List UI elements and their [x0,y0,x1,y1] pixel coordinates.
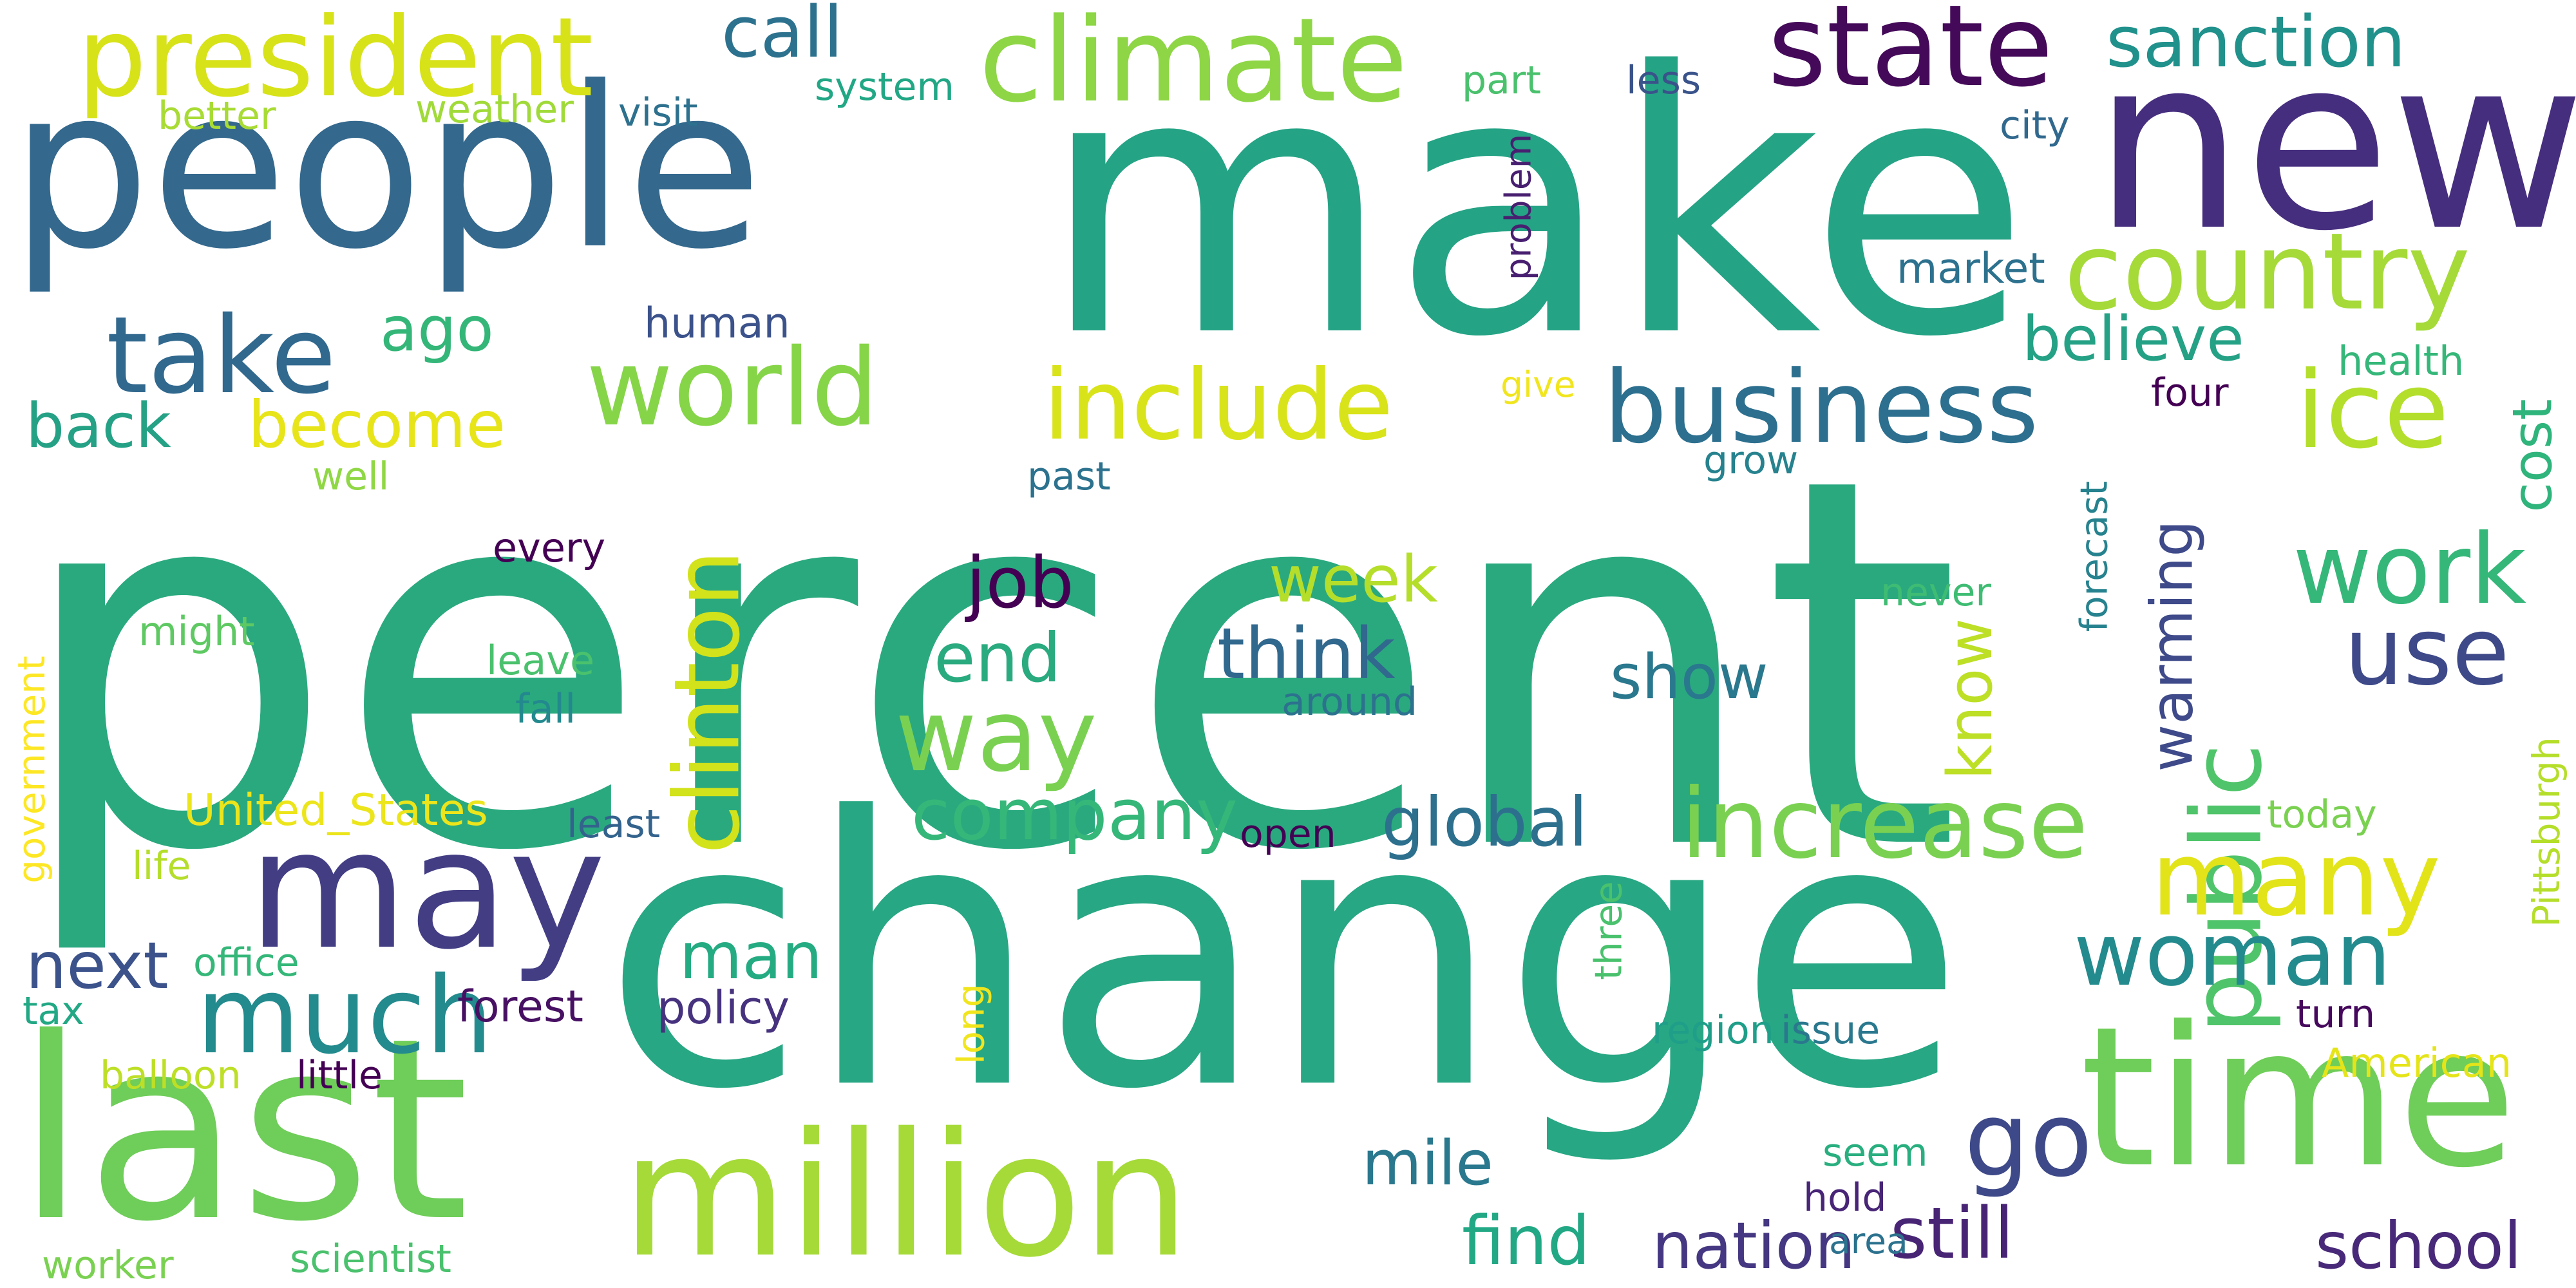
word: show [1610,642,1768,713]
word: country [2064,210,2470,334]
word: life [132,844,191,889]
word: man [679,918,823,994]
word: know [1935,618,2007,781]
word: fall [515,685,576,732]
word: balloon [100,1053,242,1098]
word: around [1282,679,1417,724]
word: government [9,656,53,884]
word: still [1890,1192,2014,1274]
word: global [1381,783,1588,862]
word: leave [486,637,595,684]
word: week [1269,542,1438,617]
word: open [1240,811,1336,857]
word: time [2080,985,2517,1210]
word: state [1768,0,2054,112]
word: way [895,677,1097,794]
word: business [1604,349,2039,466]
word: issue [1781,1008,1880,1053]
word: clinton [655,549,761,855]
word: never [1880,570,1992,615]
word: visit [618,90,698,135]
word: region [1652,1008,1774,1053]
word: tax [23,989,84,1034]
word: last [16,984,469,1276]
word: make [1040,0,2031,416]
word: American [2322,1039,2512,1086]
word: think [1217,612,1396,695]
word: little [296,1053,383,1098]
word: Pittsburgh [2524,737,2568,927]
word: million [621,1097,1190,1288]
word: may [248,795,606,986]
word: past [1027,454,1111,499]
word: school [2315,1208,2522,1283]
word: new [2093,6,2576,283]
word: increase [1681,768,2088,880]
word: take [106,294,336,417]
word: many [2151,819,2441,939]
word: include [1043,350,1394,462]
word: next [26,928,169,1003]
word: worker [42,1243,174,1288]
word: believe [2022,304,2244,375]
word: might [138,608,255,655]
word: find [1462,1202,1591,1280]
word: every [493,524,606,571]
word: problem [1497,133,1539,281]
word: seem [1823,1130,1928,1175]
word: sanction [2106,1,2406,83]
word: company [911,773,1238,856]
word: much [196,954,493,1077]
word: work [2293,514,2526,626]
word: percent [13,370,1962,962]
word: four [2151,370,2229,415]
word: today [2267,792,2377,837]
word: end [934,619,1061,697]
word: forest [457,981,583,1032]
word: forecast [2072,480,2116,632]
word: warming [2138,520,2206,772]
word: three [1586,881,1631,980]
word: ago [380,294,494,365]
word: weather [415,87,574,132]
word: area [1829,1220,1908,1262]
word: part [1462,58,1542,103]
word: use [2344,598,2510,706]
word: mile [1362,1128,1493,1199]
word: United_States [184,785,488,836]
word: nation [1652,1208,1856,1283]
word: city [2000,103,2070,148]
word: woman [2074,904,2391,1005]
word: president [77,0,594,122]
word: hold [1803,1175,1887,1220]
word: back [26,391,171,462]
word: least [567,802,661,847]
word: system [815,64,954,109]
word: climate [979,0,1408,128]
word: health [2338,337,2465,384]
word: world [586,326,879,450]
word: job [966,542,1074,624]
word: turn [2296,992,2376,1037]
word: change [602,739,1965,1170]
word: go [1964,1079,2093,1200]
word: well [312,454,390,499]
word: become [248,387,506,462]
word: cost [2501,399,2565,513]
word: ice [2296,348,2450,472]
word: long [949,983,993,1065]
word: human [644,299,790,348]
word: give [1501,364,1576,405]
word: market [1897,245,2045,293]
word: call [721,0,844,73]
word: grow [1703,438,1799,483]
word: people [10,40,763,298]
word: office [193,940,299,985]
word: scientist [290,1236,451,1282]
word: less [1626,58,1701,103]
word: policy [657,981,790,1034]
word: better [158,93,276,138]
